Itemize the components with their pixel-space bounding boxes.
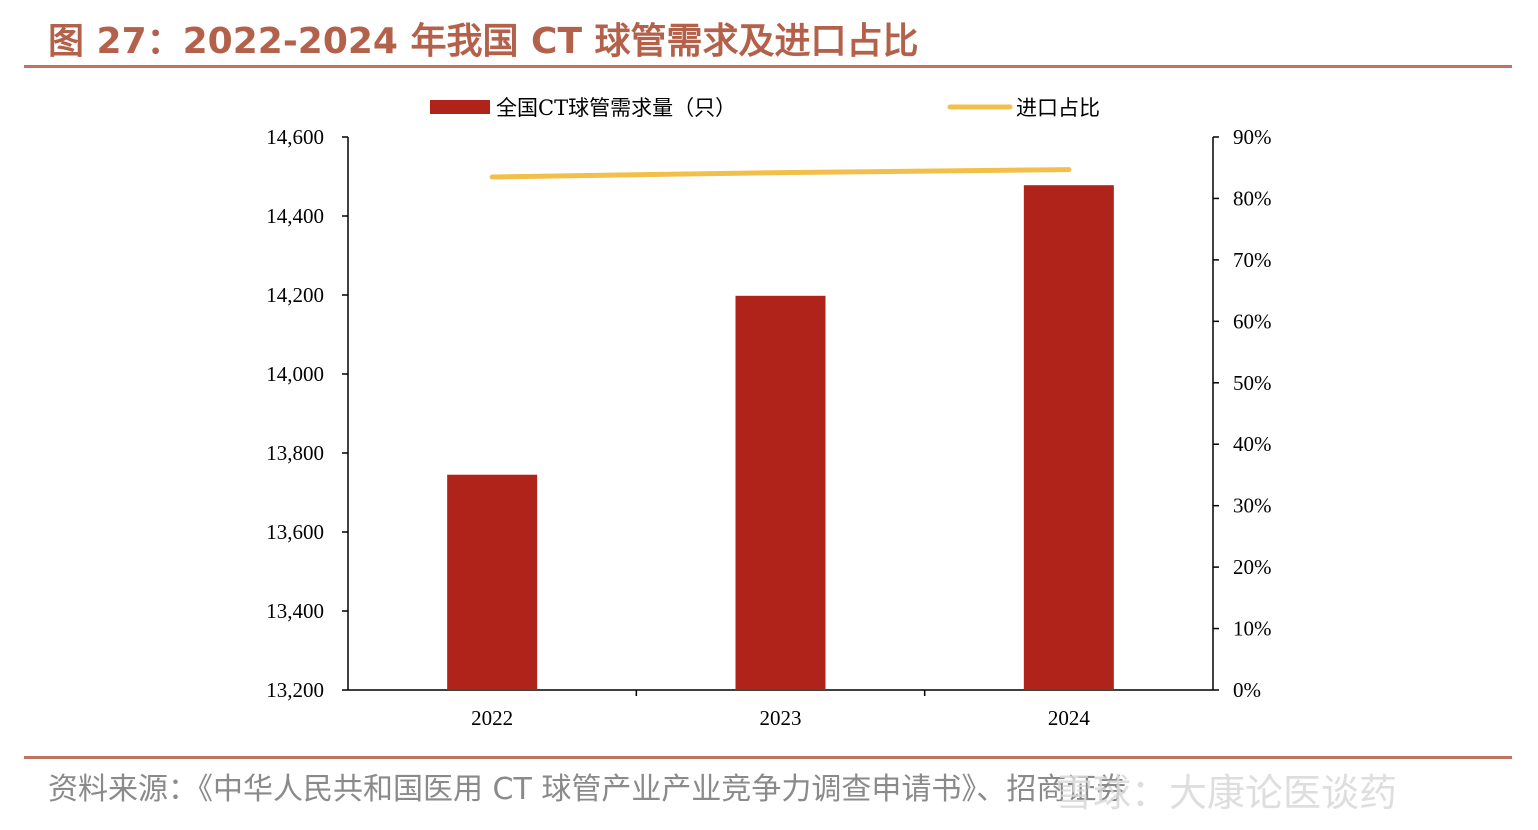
watermark: 雪球：大康论医谈药	[1055, 771, 1398, 815]
right-tick-label: 70%	[1233, 248, 1272, 272]
left-tick-label: 14,400	[266, 204, 324, 228]
bar-series	[447, 185, 1114, 690]
footer-divider	[24, 756, 1512, 759]
left-tick-label: 13,400	[266, 599, 324, 623]
left-tick-label: 13,800	[266, 441, 324, 465]
combo-chart: 全国CT球管需求量（只） 进口占比 13,200 13,400 13,600 13,80…	[266, 96, 1271, 730]
header-divider	[24, 65, 1512, 68]
right-tick-label: 80%	[1233, 186, 1272, 210]
left-tick-label: 13,200	[266, 678, 324, 702]
legend-swatch-bar	[430, 100, 490, 114]
legend-label-bar: 全国CT球管需求量（只）	[496, 96, 736, 120]
right-tick-label: 30%	[1233, 494, 1272, 518]
left-tick-label: 14,000	[266, 362, 324, 386]
right-tick-label: 60%	[1233, 309, 1272, 333]
left-tick-label: 13,600	[266, 520, 324, 544]
line-series	[489, 167, 1072, 180]
left-tick-label: 14,600	[266, 125, 324, 149]
legend-label-line: 进口占比	[1016, 96, 1100, 120]
left-tick-label: 14,200	[266, 283, 324, 307]
import-share-line	[489, 167, 1072, 180]
bar	[447, 474, 538, 690]
axes: 13,200 13,400 13,600 13,800 14,000 14,200 14,4…	[266, 125, 1271, 730]
right-tick-label: 40%	[1233, 432, 1272, 456]
bar	[1023, 185, 1114, 690]
x-tick-label: 2023	[760, 706, 802, 730]
bar	[735, 295, 826, 690]
right-tick-label: 0%	[1233, 678, 1261, 702]
right-tick-label: 90%	[1233, 125, 1272, 149]
source-note: 资料来源：《中华人民共和国医用 CT 球管产业产业竞争力调查申请书》、招商证券	[48, 772, 1127, 807]
right-tick-label: 50%	[1233, 371, 1272, 395]
x-tick-label: 2024	[1048, 706, 1091, 730]
right-tick-label: 20%	[1233, 555, 1272, 579]
chart-title: 图 27：2022-2024 年我国 CT 球管需求及进口占比	[48, 21, 919, 62]
x-tick-label: 2022	[471, 706, 513, 730]
right-tick-label: 10%	[1233, 617, 1272, 641]
legend: 全国CT球管需求量（只） 进口占比	[430, 96, 1100, 120]
